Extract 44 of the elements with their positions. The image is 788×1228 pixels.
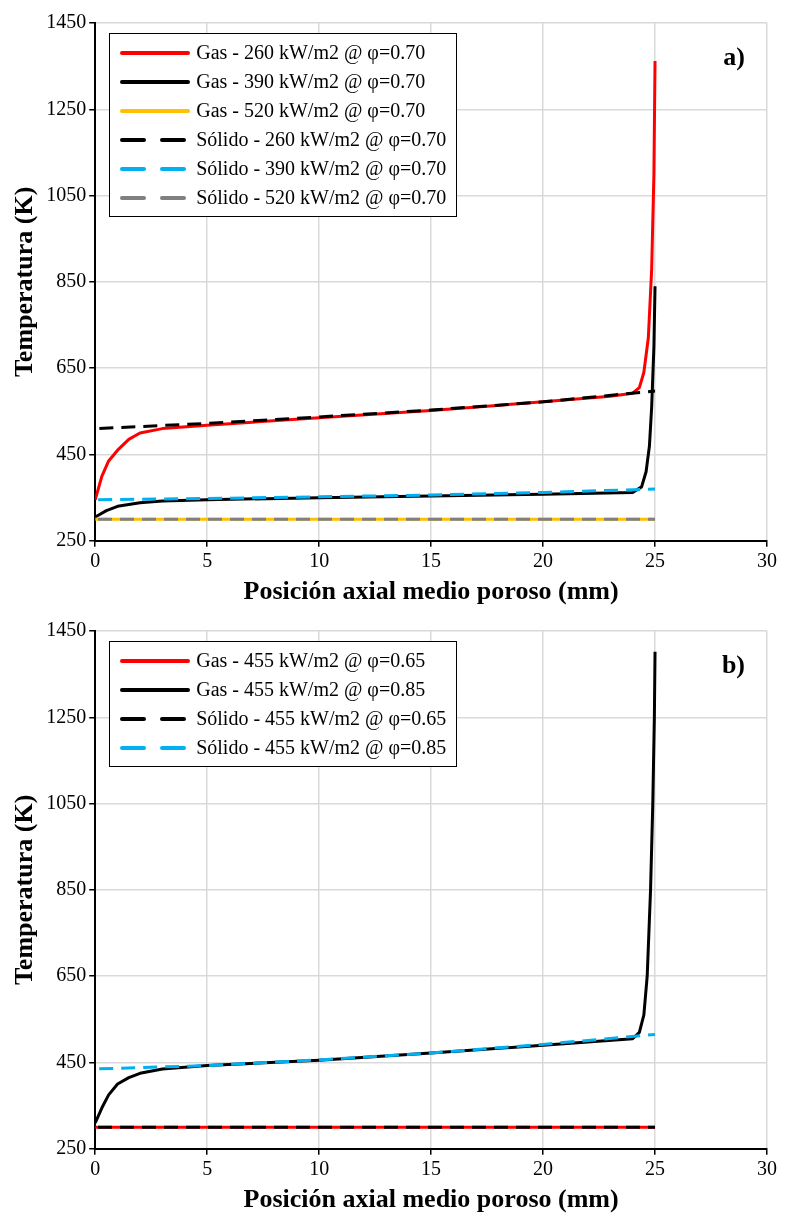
legend-label: Gas - 520 kW/m2 @ φ=0.70 (196, 98, 426, 124)
legend-label: Sólido - 260 kW/m2 @ φ=0.70 (196, 127, 447, 153)
x-tick-label: 15 (421, 1157, 442, 1180)
x-tick-label: 20 (533, 549, 554, 572)
y-tick-label: 1450 (46, 618, 87, 641)
legend-label: Sólido - 455 kW/m2 @ φ=0.85 (196, 735, 447, 761)
x-tick-label: 10 (309, 1157, 330, 1180)
x-tick-label: 30 (757, 549, 777, 572)
y-axis-title: Temperatura (K) (9, 186, 39, 378)
annotation: a) (723, 41, 745, 71)
x-tick-label: 5 (202, 549, 213, 572)
x-tick-label: 5 (202, 1157, 213, 1180)
legend-label: Sólido - 455 kW/m2 @ φ=0.65 (196, 706, 447, 732)
y-tick-label: 1250 (46, 704, 87, 727)
y-tick-label: 250 (56, 528, 87, 551)
x-tick-label: 20 (533, 1157, 554, 1180)
y-tick-label: 850 (56, 877, 87, 900)
legend-label: Gas - 390 kW/m2 @ φ=0.70 (196, 69, 426, 95)
x-axis-title: Posición axial medio poroso (mm) (243, 1184, 619, 1214)
y-tick-label: 650 (56, 355, 87, 378)
x-tick-label: 25 (645, 1157, 666, 1180)
x-axis-title: Posición axial medio poroso (mm) (243, 576, 619, 606)
y-tick-label: 1450 (46, 10, 87, 33)
y-tick-label: 1050 (46, 790, 87, 813)
x-tick-label: 30 (757, 1157, 777, 1180)
y-axis-title: Temperatura (K) (9, 794, 39, 986)
y-tick-label: 250 (56, 1136, 87, 1159)
y-tick-label: 450 (56, 1049, 87, 1072)
y-tick-label: 650 (56, 963, 87, 986)
legend-label: Sólido - 520 kW/m2 @ φ=0.70 (196, 185, 447, 211)
legend-label: Gas - 455 kW/m2 @ φ=0.65 (196, 648, 426, 674)
x-tick-label: 0 (90, 549, 101, 572)
legend-label: Gas - 260 kW/m2 @ φ=0.70 (196, 40, 426, 66)
annotation: b) (721, 649, 745, 679)
x-tick-label: 0 (90, 1157, 101, 1180)
legend-label: Gas - 455 kW/m2 @ φ=0.85 (196, 677, 426, 703)
y-tick-label: 450 (56, 441, 87, 464)
x-tick-label: 15 (421, 549, 442, 572)
x-tick-label: 10 (309, 549, 330, 572)
y-tick-label: 850 (56, 269, 87, 292)
x-tick-label: 25 (645, 549, 666, 572)
legend-label: Sólido - 390 kW/m2 @ φ=0.70 (196, 156, 447, 182)
y-tick-label: 1250 (46, 96, 87, 119)
y-tick-label: 1050 (46, 182, 87, 205)
